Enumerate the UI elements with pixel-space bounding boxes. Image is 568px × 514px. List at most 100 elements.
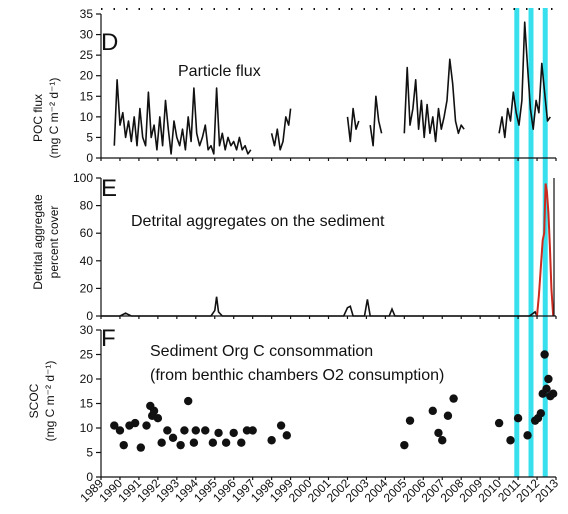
scoc-point bbox=[221, 438, 231, 447]
y-tick-label: 25 bbox=[80, 348, 94, 362]
scoc-point bbox=[237, 438, 246, 447]
scoc-point bbox=[142, 421, 151, 430]
y-tick-label: 30 bbox=[80, 28, 94, 42]
poc-flux-line-5 bbox=[498, 21, 551, 139]
panel-f: F Sediment Org C consommation (from bent… bbox=[27, 323, 558, 484]
scoc-point bbox=[189, 438, 199, 447]
y-tick-label: 35 bbox=[80, 7, 94, 21]
scoc-point bbox=[208, 438, 218, 447]
y-tick-label: 60 bbox=[80, 226, 94, 240]
scoc-point bbox=[136, 443, 146, 452]
y-tick-label: 0 bbox=[86, 470, 93, 484]
poc-flux-line-0 bbox=[113, 79, 252, 155]
scoc-point bbox=[544, 374, 553, 384]
panel-f-ylabel-line2: (mg C m⁻² d⁻¹) bbox=[43, 361, 57, 442]
scoc-point bbox=[434, 428, 443, 438]
highlight-band-2 bbox=[542, 8, 548, 477]
panel-e-y-ticks: 0 20 40 60 80 100 bbox=[73, 171, 101, 323]
panel-d-annotation: Particle flux bbox=[178, 63, 261, 80]
panel-d-ylabel-line1: POC flux bbox=[31, 94, 45, 142]
scoc-point bbox=[201, 426, 210, 435]
panel-e-letter: E bbox=[101, 175, 117, 202]
scoc-point bbox=[130, 418, 140, 428]
y-tick-label: 100 bbox=[73, 171, 93, 185]
scoc-point bbox=[157, 438, 166, 447]
panel-d-y-ticks: 0 5 10 15 20 25 30 35 bbox=[80, 7, 101, 165]
scoc-point bbox=[176, 440, 185, 450]
panel-f-series bbox=[110, 350, 558, 452]
highlight-band-1 bbox=[528, 8, 534, 477]
scoc-point bbox=[153, 414, 163, 423]
scoc-point bbox=[494, 418, 504, 428]
y-tick-label: 15 bbox=[80, 89, 94, 103]
detrital-cover-red-line bbox=[536, 183, 555, 317]
y-tick-label: 40 bbox=[80, 254, 94, 268]
y-tick-label: 30 bbox=[80, 323, 94, 337]
x-axis-ticks: 1989199019911992199319941995199619971998… bbox=[77, 158, 561, 505]
panel-f-annotation-line1: Sediment Org C consommation bbox=[150, 343, 373, 360]
scoc-point bbox=[267, 436, 276, 445]
panel-d: D Particle flux POC flux (mg C m⁻² d⁻¹) … bbox=[31, 7, 551, 165]
highlight-band-0 bbox=[514, 8, 520, 477]
poc-flux-line-3 bbox=[369, 95, 383, 147]
scoc-point bbox=[443, 411, 453, 420]
highlight-bands bbox=[514, 8, 548, 477]
scoc-point bbox=[506, 436, 515, 445]
panel-d-series bbox=[113, 21, 551, 155]
y-tick-label: 10 bbox=[80, 421, 94, 435]
scoc-point bbox=[149, 406, 159, 416]
panel-e-ylabel-line1: Detrital aggregate bbox=[31, 194, 45, 290]
poc-flux-line-1 bbox=[270, 108, 292, 151]
y-tick-label: 25 bbox=[80, 48, 94, 62]
scoc-point bbox=[184, 396, 193, 406]
panel-e-series bbox=[101, 183, 555, 317]
y-tick-label: 5 bbox=[86, 446, 93, 460]
scoc-point bbox=[168, 433, 178, 442]
scoc-point bbox=[180, 426, 189, 435]
scoc-point bbox=[542, 384, 551, 393]
scoc-point bbox=[191, 426, 200, 435]
panel-f-ylabel-line1: SCOC bbox=[27, 383, 41, 418]
scoc-point bbox=[523, 431, 532, 440]
y-tick-label: 10 bbox=[80, 110, 94, 124]
panel-e-annotation: Detrital aggregates on the sediment bbox=[131, 213, 385, 230]
y-tick-label: 15 bbox=[80, 397, 94, 411]
panel-e-ylabel-line2: percent cover bbox=[47, 206, 61, 279]
panel-f-letter: F bbox=[101, 325, 116, 352]
panel-d-letter: D bbox=[101, 29, 118, 56]
scoc-point bbox=[405, 416, 415, 425]
scoc-point bbox=[548, 389, 558, 398]
scoc-point bbox=[513, 414, 523, 423]
y-tick-label: 0 bbox=[86, 151, 93, 165]
y-tick-label: 0 bbox=[86, 309, 93, 323]
poc-flux-line-4 bbox=[403, 58, 465, 143]
y-tick-label: 5 bbox=[86, 130, 93, 144]
scoc-point bbox=[282, 431, 291, 440]
scoc-point bbox=[110, 421, 119, 430]
scoc-point bbox=[214, 428, 223, 438]
scoc-point bbox=[540, 350, 549, 359]
detrital-cover-line bbox=[101, 296, 538, 317]
scoc-point bbox=[449, 394, 458, 403]
scoc-point bbox=[229, 428, 238, 438]
scoc-point bbox=[163, 426, 172, 435]
panel-f-annotation-line2: (from benthic chambers O2 consumption) bbox=[150, 367, 444, 384]
panel-f-y-ticks: 0 5 10 15 20 25 30 bbox=[80, 323, 101, 484]
panel-e: E Detrital aggregates on the sediment De… bbox=[31, 171, 555, 323]
panel-d-ylabel-line2: (mg C m⁻² d⁻¹) bbox=[47, 78, 61, 159]
scoc-point bbox=[438, 436, 447, 445]
scoc-point bbox=[428, 406, 437, 416]
scoc-point bbox=[248, 426, 257, 435]
y-tick-label: 80 bbox=[80, 199, 94, 213]
x-tick-label: 2013 bbox=[532, 476, 561, 505]
scoc-point bbox=[536, 409, 546, 418]
scoc-point bbox=[119, 440, 128, 450]
scoc-point bbox=[276, 421, 286, 430]
poc-flux-line-2 bbox=[346, 107, 360, 143]
scoc-point bbox=[400, 440, 409, 450]
scoc-point bbox=[115, 426, 125, 435]
axes bbox=[100, 8, 556, 478]
y-tick-label: 20 bbox=[80, 69, 94, 83]
